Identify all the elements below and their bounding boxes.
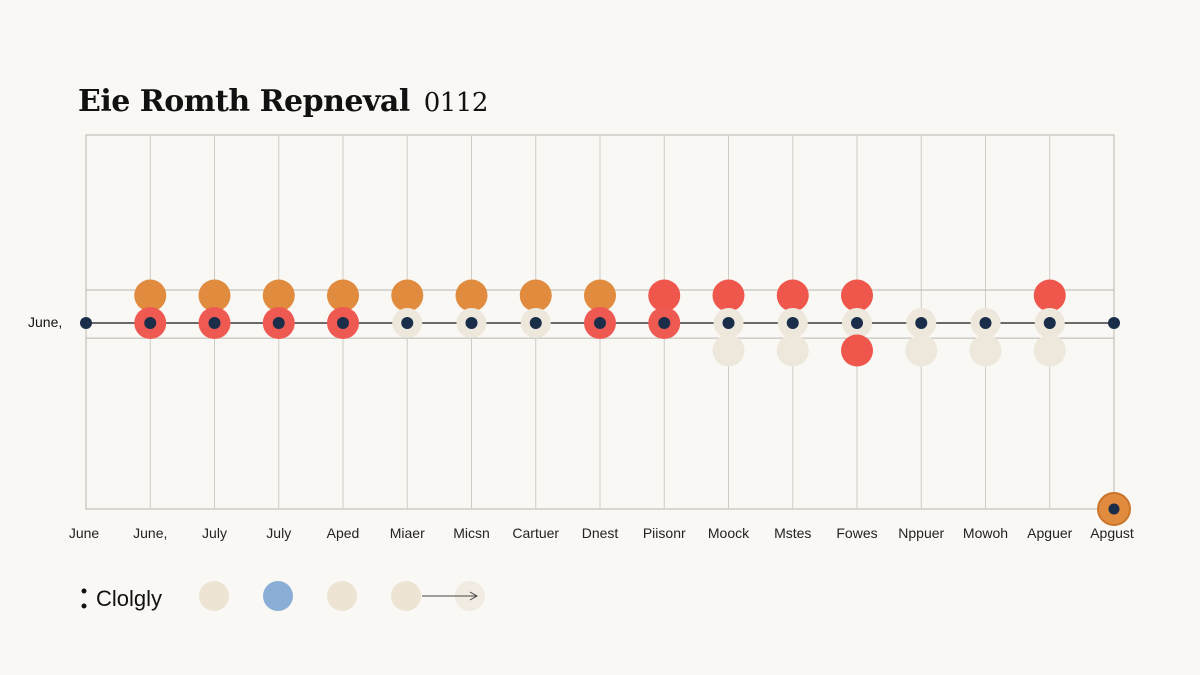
data-point [776,334,809,367]
x-tick-label: Apguer [1027,525,1072,541]
x-tick-label: Moock [708,525,750,541]
x-tick-label: Miaer [390,525,425,541]
legend-arrow-head [469,591,479,601]
x-tick-label: Mstes [774,525,811,541]
data-point [80,317,92,329]
data-point [327,279,359,312]
data-point [1097,492,1131,526]
chart-marks [80,279,1131,526]
data-point [198,279,231,312]
data-point [455,279,488,312]
legend-swatch [263,581,293,611]
data-point [648,279,681,312]
legend-swatch [327,581,357,611]
data-point [1043,317,1056,329]
data-point [262,279,295,312]
legend-dot [81,588,87,594]
chart-subtitle: 0112 [423,88,489,118]
x-tick-label: Mowoh [963,525,1008,541]
legend-dot [81,603,87,609]
data-point [144,317,157,329]
x-tick-label: Micsn [453,525,490,541]
data-point [658,317,671,329]
legend: Clolgly [81,581,485,611]
data-point [1033,334,1066,367]
data-point [841,279,873,312]
row-label: June, [28,314,62,330]
x-tick-label: Fowes [836,525,877,541]
data-point [905,334,938,367]
legend-swatch [199,581,229,611]
tick-labels: June June, July July Aped Miaer Micsn Cartuer Dn… [69,525,1134,541]
data-point [722,317,735,329]
chart-title-text: Eie Romth Repneval [78,84,410,119]
data-point [337,317,349,329]
data-point [272,317,285,329]
chart-title: Eie Romth Repneval 0112 [78,84,488,119]
legend-title: Clolgly [96,586,162,611]
data-point [851,317,863,329]
x-tick-label: Nppuer [898,525,944,541]
data-point [776,279,809,312]
data-point [841,334,873,367]
data-point [208,317,221,329]
data-point [1108,317,1120,329]
data-point [1108,503,1120,515]
data-point [401,317,414,329]
legend-swatch [391,581,421,611]
x-tick-label: Cartuer [512,525,559,541]
x-tick-label: June, [133,525,167,541]
data-point [712,279,745,312]
data-point [915,317,928,329]
x-tick-label: July [266,525,291,541]
data-point [712,334,745,367]
x-tick-label: Aped [327,525,360,541]
data-point [519,279,552,312]
x-tick-label: Piisonr [643,525,686,541]
data-point [786,317,799,329]
data-point [391,279,424,312]
x-tick-label: June [69,525,100,541]
data-point [134,279,167,312]
data-point [969,334,1002,367]
x-tick-label: Dnest [582,525,619,541]
data-point [1033,279,1066,312]
data-point [529,317,542,329]
data-point [584,279,616,312]
x-tick-label: July [202,525,227,541]
x-tick-label: Apgust [1090,525,1134,541]
data-point [465,317,478,329]
data-point [594,317,606,329]
data-point [979,317,992,329]
